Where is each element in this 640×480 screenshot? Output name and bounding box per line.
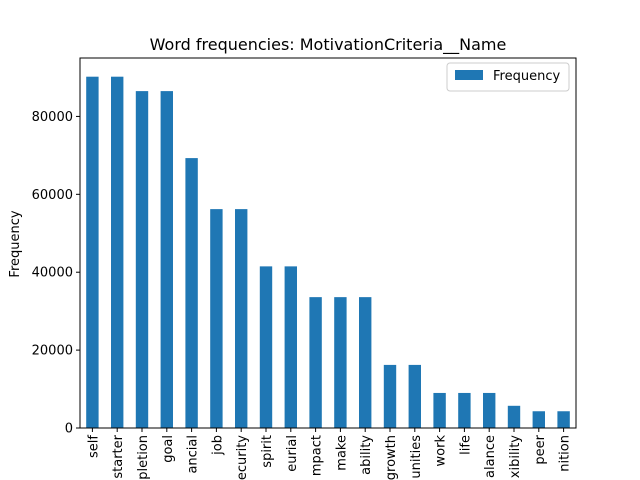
bar-spirit xyxy=(259,266,273,428)
bar-job xyxy=(210,209,223,428)
y-tick-label: 0 xyxy=(65,422,73,437)
x-tick-label: ability xyxy=(359,435,374,475)
bar-xibility xyxy=(507,405,521,428)
y-tick-label: 40000 xyxy=(32,266,73,281)
x-tick-label: unities xyxy=(409,435,424,479)
x-tick-label: ecurity xyxy=(235,435,250,480)
bar-goal xyxy=(160,91,173,429)
bar-self xyxy=(86,76,99,429)
bar-life xyxy=(458,392,471,428)
plot-frame xyxy=(79,57,577,429)
bar-ecurity xyxy=(235,209,248,428)
legend: Frequency xyxy=(446,62,570,92)
bar-pletion xyxy=(135,91,149,429)
x-tick-label: eurial xyxy=(285,435,300,472)
x-tick-label: alance xyxy=(483,435,498,478)
y-tick-label: 20000 xyxy=(32,344,73,359)
x-axis-ticks: self starter pletion goal ancial job ecurity sp… xyxy=(86,428,573,480)
bar-nition xyxy=(557,411,570,428)
x-tick-label: mpact xyxy=(310,435,325,476)
bar-unities xyxy=(408,364,421,428)
x-tick-label: goal xyxy=(161,435,176,463)
bar-ability xyxy=(359,297,372,428)
chart-title: Word frequencies: MotivationCriteria__Na… xyxy=(150,35,507,55)
y-tick-label: 60000 xyxy=(32,188,73,203)
x-tick-label: nition xyxy=(558,435,573,472)
bar-eurial xyxy=(284,266,297,428)
x-tick-label: ancial xyxy=(186,435,201,474)
legend-swatch xyxy=(455,70,483,80)
bar-work xyxy=(433,392,446,428)
x-tick-label: peer xyxy=(533,434,548,464)
x-tick-label: growth xyxy=(384,435,399,480)
y-axis-ticks: 0 20000 40000 60000 80000 xyxy=(32,110,80,437)
y-axis-label: Frequency xyxy=(8,210,23,277)
x-tick-label: self xyxy=(86,435,101,458)
bar-alance xyxy=(483,392,496,428)
y-tick-label: 80000 xyxy=(32,110,73,125)
bars-group xyxy=(86,76,570,429)
x-tick-label: pletion xyxy=(136,435,151,480)
legend-label: Frequency xyxy=(493,69,560,84)
x-tick-label: make xyxy=(334,435,349,471)
x-tick-label: starter xyxy=(111,434,126,478)
x-tick-label: work xyxy=(434,435,449,467)
x-tick-label: xibility xyxy=(508,435,523,478)
x-tick-label: spirit xyxy=(260,435,275,468)
bar-mpact xyxy=(309,297,322,428)
bar-growth xyxy=(383,364,397,428)
x-tick-label: life xyxy=(458,435,473,455)
bar-peer xyxy=(532,411,545,428)
bar-starter xyxy=(111,76,124,429)
x-tick-label: job xyxy=(210,435,225,456)
bar-make xyxy=(334,297,347,428)
bar-ancial xyxy=(185,158,198,429)
